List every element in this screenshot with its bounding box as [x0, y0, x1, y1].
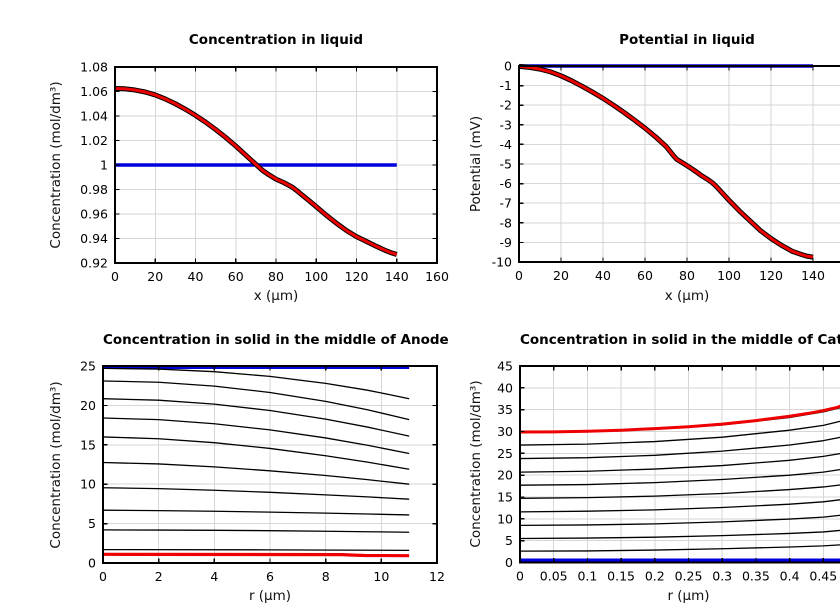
svg-text:-4: -4 [500, 137, 513, 152]
svg-text:5: 5 [505, 533, 513, 548]
x-axis-label: r (µm) [248, 588, 292, 604]
svg-text:1: 1 [100, 158, 108, 173]
svg-text:140: 140 [801, 268, 825, 283]
chart-title: Concentration in solid in the middle of … [103, 332, 449, 348]
y-axis-label: Concentration (mol/dm³) [48, 380, 64, 549]
svg-text:10: 10 [373, 569, 389, 584]
svg-text:8: 8 [322, 569, 330, 584]
svg-text:0: 0 [516, 569, 524, 584]
svg-text:20: 20 [553, 268, 569, 283]
svg-text:5: 5 [88, 516, 96, 531]
svg-text:0.45: 0.45 [809, 569, 837, 584]
svg-text:20: 20 [497, 468, 513, 483]
svg-text:-6: -6 [500, 176, 513, 191]
chart-title: Concentration in liquid [188, 32, 364, 48]
x-axis-label: x (µm) [664, 288, 710, 304]
svg-text:40: 40 [497, 380, 513, 395]
svg-text:-9: -9 [500, 235, 513, 250]
svg-text:0.35: 0.35 [742, 569, 770, 584]
svg-text:45: 45 [497, 359, 513, 374]
svg-text:-7: -7 [500, 196, 512, 211]
svg-text:12: 12 [429, 569, 445, 584]
svg-text:0.05: 0.05 [540, 569, 568, 584]
svg-text:0.98: 0.98 [80, 182, 108, 197]
svg-text:1.02: 1.02 [80, 133, 108, 148]
y-axis-label: Potential (mV) [468, 115, 484, 213]
svg-text:140: 140 [385, 269, 409, 284]
svg-text:2: 2 [155, 569, 163, 584]
svg-text:-3: -3 [500, 117, 512, 132]
svg-text:120: 120 [759, 268, 783, 283]
svg-text:-5: -5 [500, 157, 512, 172]
y-axis-label: Concentration (mol/dm³) [468, 380, 484, 548]
chart-potential-in-liquid: 0204060801001201401600-1-2-3-4-5-6-7-8-9… [460, 16, 840, 316]
y-axis-label: Concentration (mol/dm³) [48, 81, 64, 249]
svg-text:100: 100 [304, 269, 328, 284]
svg-text:20: 20 [80, 398, 96, 413]
svg-text:0.15: 0.15 [607, 569, 635, 584]
svg-text:160: 160 [425, 269, 449, 284]
svg-text:-8: -8 [500, 215, 513, 230]
svg-text:60: 60 [228, 269, 244, 284]
svg-text:10: 10 [80, 477, 96, 492]
svg-text:0.94: 0.94 [80, 231, 108, 246]
potential-in-liquid-canvas: 0204060801001201401600-1-2-3-4-5-6-7-8-9… [492, 59, 840, 283]
svg-text:0.25: 0.25 [675, 569, 703, 584]
svg-text:40: 40 [188, 269, 204, 284]
svg-text:0: 0 [505, 555, 513, 570]
svg-text:120: 120 [345, 269, 369, 284]
svg-text:40: 40 [595, 268, 611, 283]
svg-text:0: 0 [88, 556, 96, 571]
svg-text:0.3: 0.3 [712, 569, 732, 584]
svg-text:0.1: 0.1 [577, 569, 597, 584]
svg-text:0: 0 [111, 269, 119, 284]
svg-text:15: 15 [80, 437, 96, 452]
solid-concentration-anode-canvas: 0 2 4 6 8 10 12 0 5 10 15 20 25 [80, 359, 445, 585]
chart-concentration-in-liquid: 0 20 40 60 80 100 120 140 160 0.92 0.94 0.96 0.98 1 1.… [40, 16, 460, 316]
concentration-in-liquid-canvas: 0 20 40 60 80 100 120 140 160 0.92 0.94 0.96 0.98 1 1.… [80, 60, 449, 285]
svg-text:80: 80 [268, 269, 284, 284]
svg-text:10: 10 [497, 511, 513, 526]
svg-text:1.06: 1.06 [80, 84, 108, 99]
chart-solid-concentration-cathode: 00.050.10.150.20.250.30.350.40.450.50510… [460, 316, 840, 616]
svg-text:0.2: 0.2 [645, 569, 665, 584]
svg-text:0: 0 [504, 59, 512, 74]
svg-text:80: 80 [679, 268, 695, 283]
svg-text:15: 15 [497, 490, 513, 505]
svg-text:25: 25 [80, 359, 96, 374]
x-axis-label: x (µm) [253, 288, 299, 304]
chart-title: Potential in liquid [619, 32, 755, 48]
chart-title: Concentration in solid in the middle of … [520, 332, 840, 348]
svg-text:0: 0 [515, 268, 523, 283]
svg-text:6: 6 [266, 569, 274, 584]
svg-text:25: 25 [497, 446, 513, 461]
svg-text:-1: -1 [500, 78, 512, 93]
svg-text:1.08: 1.08 [80, 60, 108, 75]
chart-solid-concentration-anode: 0 2 4 6 8 10 12 0 5 10 15 20 25 Concentration in sol… [40, 316, 460, 616]
svg-text:0.92: 0.92 [80, 256, 108, 271]
x-axis-label: r (µm) [667, 588, 710, 604]
svg-text:4: 4 [210, 569, 218, 584]
svg-text:60: 60 [637, 268, 653, 283]
svg-text:0.96: 0.96 [80, 207, 108, 222]
plot-grid: 0 20 40 60 80 100 120 140 160 0.92 0.94 0.96 0.98 1 1.… [40, 16, 840, 604]
svg-text:35: 35 [497, 402, 513, 417]
solid-concentration-cathode-canvas: 00.050.10.150.20.250.30.350.40.450.50510… [497, 359, 840, 584]
svg-text:-2: -2 [500, 98, 512, 113]
svg-text:100: 100 [717, 268, 741, 283]
svg-text:1.04: 1.04 [80, 109, 108, 124]
svg-text:-10: -10 [492, 255, 512, 270]
svg-text:30: 30 [497, 424, 513, 439]
svg-text:0: 0 [99, 569, 107, 584]
svg-text:0.4: 0.4 [780, 569, 800, 584]
svg-text:20: 20 [147, 269, 163, 284]
